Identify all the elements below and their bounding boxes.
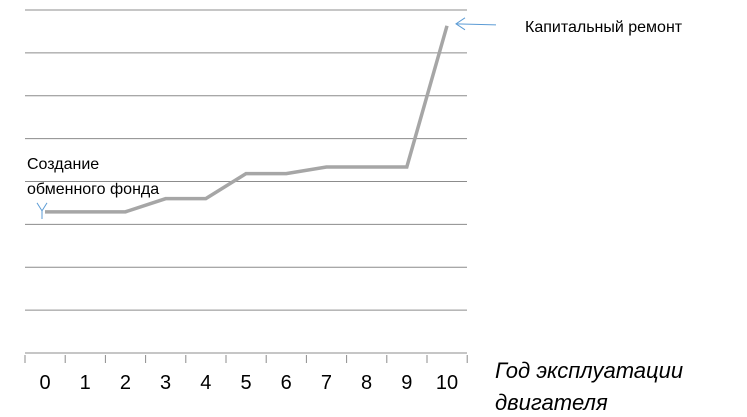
arrow-head [36, 202, 48, 212]
x-tick-label: 7 [321, 372, 332, 394]
x-tick-label: 1 [80, 372, 91, 394]
x-tick-label: 5 [240, 372, 251, 394]
arrow-head [455, 17, 466, 31]
x-tick-label: 0 [39, 372, 50, 394]
annotation-overhaul: Капитальный ремонт [525, 19, 683, 36]
x-tick-label: 10 [436, 372, 458, 394]
x-axis: 0 1 2 3 4 5 6 7 8 9 10 Год эксплуатации двигателя [24, 355, 683, 415]
x-tick-label: 9 [401, 372, 412, 394]
x-tick-label: 4 [200, 372, 211, 394]
annotations: Создание обменного фонда Капитальный ремон… [27, 17, 683, 219]
arrow-down-icon [36, 202, 48, 219]
arrow-shaft [455, 23, 497, 26]
x-tick-label: 2 [120, 372, 131, 394]
gridlines [25, 9, 467, 354]
annotation-exchange-fund: Создание обменного фонда [27, 156, 159, 198]
x-axis-title: Год эксплуатации двигателя [495, 358, 683, 415]
x-tick-label: 6 [281, 372, 292, 394]
x-tick-label: 8 [361, 372, 372, 394]
x-tick-label: 3 [160, 372, 171, 394]
plot-area [44, 25, 449, 214]
arrow-left-icon [455, 17, 497, 31]
